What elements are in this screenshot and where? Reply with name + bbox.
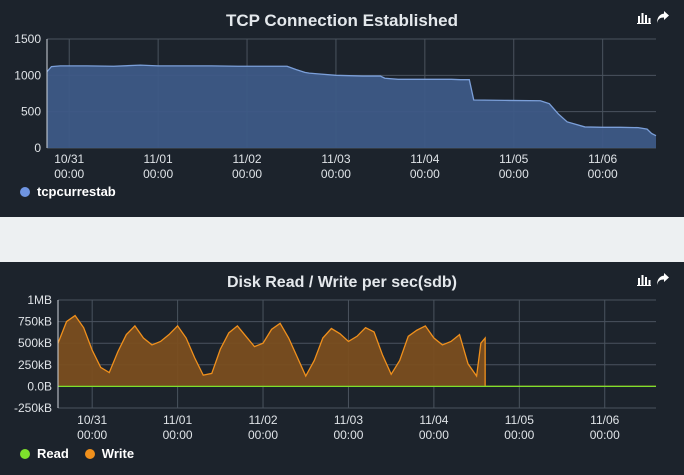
x-tick-date: 11/05 [505, 413, 534, 427]
legend-label: Read [37, 446, 69, 461]
x-tick-date: 11/01 [163, 413, 192, 427]
x-tick-date: 11/04 [419, 413, 448, 427]
tcp-chart-tools [637, 10, 670, 24]
x-tick-time: 00:00 [143, 167, 173, 181]
x-tick-time: 00:00 [410, 167, 440, 181]
legend-item[interactable]: Read [20, 446, 69, 461]
disk-chart-plot: 1MB750kB500kB250kB0.0B-250kB10/3100:0011… [14, 293, 656, 442]
x-tick-time: 00:00 [590, 428, 620, 442]
x-tick-time: 00:00 [54, 167, 84, 181]
x-tick-date: 11/06 [590, 413, 619, 427]
y-tick-label: 750kB [18, 315, 52, 329]
x-tick-date: 10/31 [54, 152, 84, 166]
x-tick-time: 00:00 [321, 167, 351, 181]
disk-chart-title: Disk Read / Write per sec(sdb) [227, 274, 457, 291]
y-tick-label: 0 [34, 141, 41, 155]
series-area-tcpcurrestab [47, 65, 656, 148]
legend-label: tcpcurrestab [37, 184, 116, 199]
x-tick-date: 11/01 [144, 152, 173, 166]
x-tick-date: 11/06 [588, 152, 617, 166]
tcp-chart-plot: 15001000500010/3100:0011/0100:0011/0200:… [14, 32, 657, 181]
x-tick-time: 00:00 [504, 428, 534, 442]
tcp-connection-panel: TCP Connection Established 1500 1000 500 0 1… [0, 0, 684, 217]
x-tick-time: 00:00 [333, 428, 363, 442]
x-tick-time: 00:00 [248, 428, 278, 442]
y-tick-label: -250kB [14, 401, 52, 415]
x-tick-time: 00:00 [419, 428, 449, 442]
tcp-legend: tcpcurrestab [20, 184, 116, 199]
x-tick-time: 00:00 [163, 428, 193, 442]
legend-dot-icon [84, 448, 95, 459]
legend-item[interactable]: tcpcurrestab [20, 184, 116, 199]
share-arrow-icon[interactable] [656, 10, 670, 24]
x-tick-date: 11/03 [321, 152, 350, 166]
x-tick-date: 11/04 [410, 152, 439, 166]
share-arrow-icon[interactable] [656, 272, 670, 286]
y-tick-label: 1500 [14, 32, 41, 46]
bar-chart-icon[interactable] [637, 10, 651, 24]
y-tick-label: 250kB [18, 358, 52, 372]
x-tick-date: 11/05 [499, 152, 528, 166]
disk-rw-panel: Disk Read / Write per sec(sdb) 1MB 750kB 5… [0, 262, 684, 475]
x-tick-time: 00:00 [77, 428, 107, 442]
x-tick-date: 11/02 [248, 413, 277, 427]
x-tick-time: 00:00 [499, 167, 529, 181]
y-tick-label: 1000 [14, 68, 41, 82]
legend-dot-icon [20, 186, 30, 197]
legend-dot-icon [20, 448, 30, 459]
y-tick-label: 500kB [18, 336, 52, 350]
bar-chart-icon[interactable] [637, 272, 651, 286]
x-tick-time: 00:00 [588, 167, 618, 181]
series-area-Write [58, 315, 656, 387]
x-tick-date: 11/03 [334, 413, 363, 427]
series-line-Write [57, 314, 656, 388]
disk-legend: Read Write [20, 446, 134, 461]
y-tick-label: 0.0B [27, 379, 52, 393]
tcp-chart-title: TCP Connection Established [225, 11, 459, 30]
legend-label: Write [101, 446, 135, 461]
disk-chart-tools [637, 272, 670, 286]
x-tick-date: 10/31 [77, 413, 107, 427]
legend-item[interactable]: Write [84, 446, 135, 461]
y-tick-label: 500 [21, 105, 41, 119]
series-line-tcpcurrestab [46, 64, 657, 137]
y-tick-label: 1MB [27, 293, 52, 307]
x-tick-time: 00:00 [232, 167, 262, 181]
x-tick-date: 11/02 [232, 152, 261, 166]
